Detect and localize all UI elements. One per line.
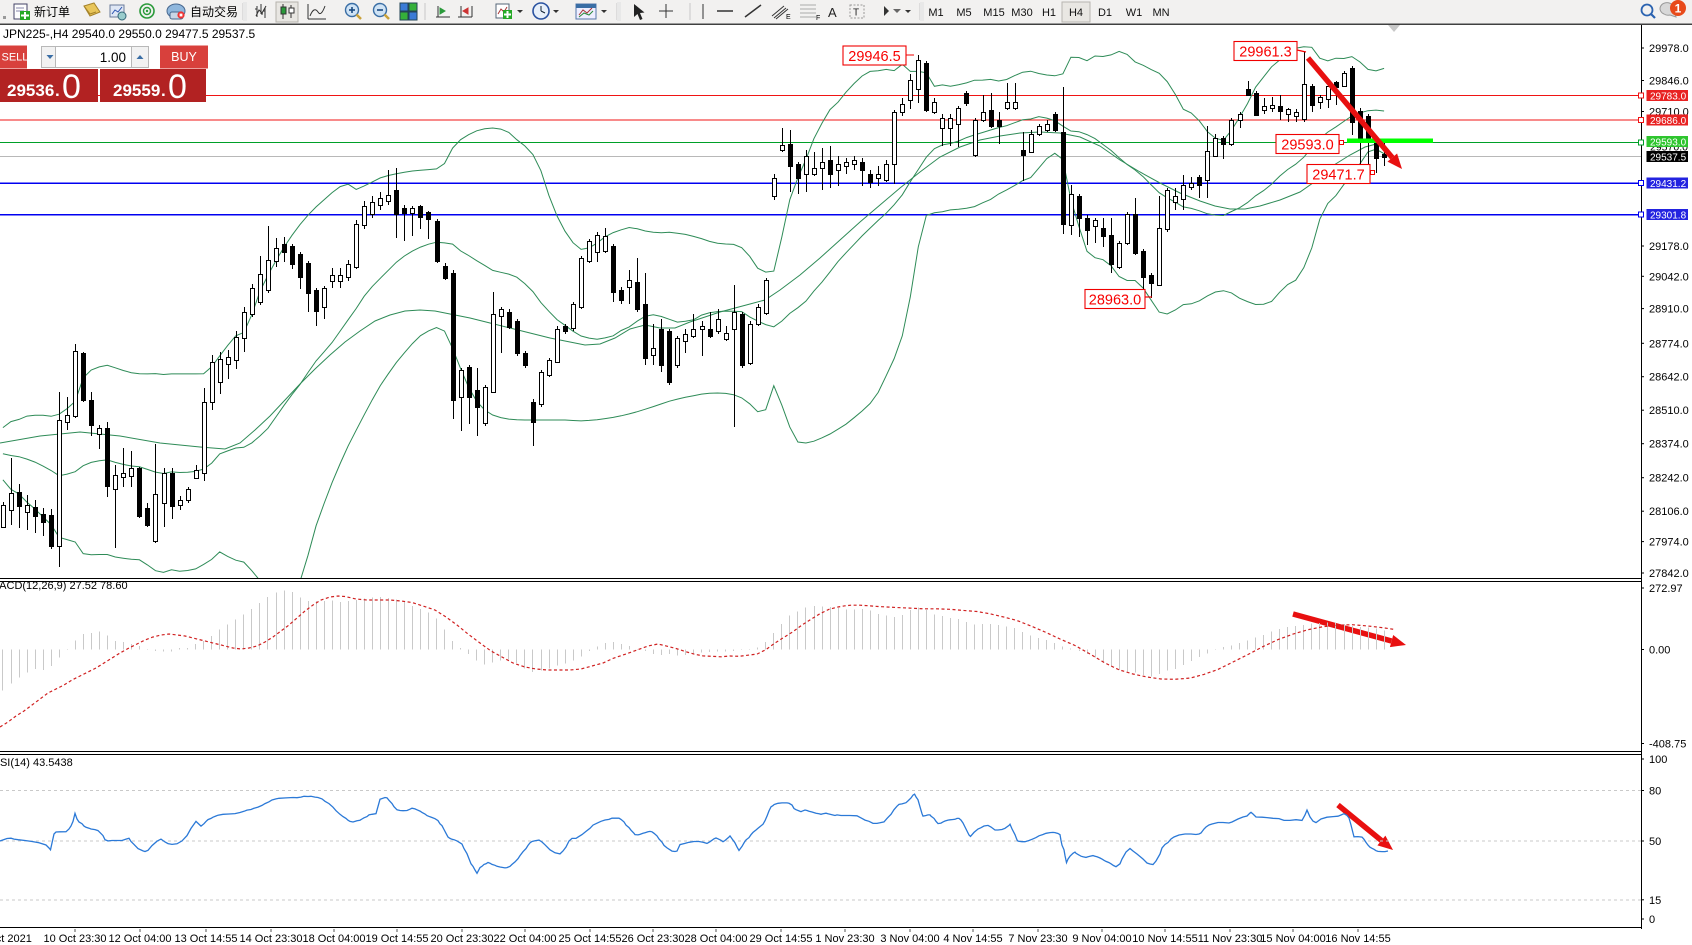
svg-text:100: 100 [1649, 754, 1667, 766]
svg-text:29946.5: 29946.5 [848, 49, 900, 65]
svg-text:29783.0: 29783.0 [1650, 91, 1687, 102]
svg-text:28910.0: 28910.0 [1649, 304, 1689, 316]
svg-text:29593.0: 29593.0 [1281, 138, 1333, 154]
svg-text:MACD(12,26,9) 27.52 78.60: MACD(12,26,9) 27.52 78.60 [0, 580, 128, 592]
svg-text:RSI(14) 43.5438: RSI(14) 43.5438 [0, 757, 73, 769]
svg-text:20 Oct 23:30: 20 Oct 23:30 [431, 933, 494, 945]
svg-text:16 Nov 14:55: 16 Nov 14:55 [1325, 933, 1390, 945]
svg-text:0: 0 [1649, 914, 1655, 926]
svg-text:28242.0: 28242.0 [1649, 473, 1689, 485]
svg-text:29846.0: 29846.0 [1649, 76, 1689, 88]
svg-text:0: 0 [168, 68, 187, 106]
svg-text:29 Oct 14:55: 29 Oct 14:55 [750, 933, 813, 945]
svg-text:MN: MN [1152, 7, 1169, 19]
svg-text:M5: M5 [956, 7, 971, 19]
svg-text:0.00: 0.00 [1649, 645, 1670, 657]
svg-text:29593.0: 29593.0 [1650, 137, 1687, 148]
svg-text:29431.2: 29431.2 [1650, 179, 1687, 190]
svg-text:28106.0: 28106.0 [1649, 506, 1689, 518]
svg-text:1: 1 [1675, 2, 1682, 16]
svg-text:BUY: BUY [171, 50, 197, 64]
svg-text:JPN225-,H4 29540.0 29550.0 29: JPN225-,H4 29540.0 29550.0 29477.5 29537… [3, 27, 256, 41]
svg-text:.: . [55, 81, 60, 100]
svg-text:29042.0: 29042.0 [1649, 271, 1689, 283]
svg-text:272.97: 272.97 [1649, 583, 1683, 595]
svg-text:H4: H4 [1069, 7, 1083, 19]
svg-text:28374.0: 28374.0 [1649, 439, 1689, 451]
svg-text:A: A [828, 5, 837, 20]
svg-text:SELL: SELL [2, 52, 29, 64]
svg-text:15 Nov 04:00: 15 Nov 04:00 [1260, 933, 1325, 945]
svg-text:H1: H1 [1042, 7, 1056, 19]
svg-text:28 Oct 04:00: 28 Oct 04:00 [685, 933, 748, 945]
svg-text:1 Oct 2021: 1 Oct 2021 [0, 933, 32, 945]
svg-text:W1: W1 [1126, 7, 1143, 19]
svg-text:13 Oct 14:55: 13 Oct 14:55 [175, 933, 238, 945]
svg-text:D1: D1 [1098, 7, 1112, 19]
svg-text:7 Nov 23:30: 7 Nov 23:30 [1008, 933, 1067, 945]
svg-text:M15: M15 [983, 7, 1004, 19]
svg-text:1.00: 1.00 [100, 50, 126, 65]
svg-text:28963.0: 28963.0 [1089, 293, 1141, 309]
svg-text:28642.0: 28642.0 [1649, 372, 1689, 384]
svg-text:29686.0: 29686.0 [1650, 116, 1687, 127]
svg-text:29978.0: 29978.0 [1649, 43, 1689, 55]
svg-text:80: 80 [1649, 786, 1661, 798]
svg-text:26 Oct 23:30: 26 Oct 23:30 [622, 933, 685, 945]
svg-text:M30: M30 [1011, 7, 1032, 19]
svg-text:22 Oct 04:00: 22 Oct 04:00 [494, 933, 557, 945]
svg-text:自动交易: 自动交易 [190, 4, 238, 19]
svg-text:12 Oct 04:00: 12 Oct 04:00 [109, 933, 172, 945]
svg-text:10 Nov 14:55: 10 Nov 14:55 [1132, 933, 1197, 945]
svg-text:29559: 29559 [113, 81, 160, 100]
svg-text:28774.0: 28774.0 [1649, 338, 1689, 350]
svg-text:9 Nov 04:00: 9 Nov 04:00 [1072, 933, 1131, 945]
svg-text:27842.0: 27842.0 [1649, 568, 1689, 580]
svg-text:3 Nov 04:00: 3 Nov 04:00 [880, 933, 939, 945]
svg-text:29537.5: 29537.5 [1650, 152, 1687, 163]
svg-text:27974.0: 27974.0 [1649, 537, 1689, 549]
svg-text:29961.3: 29961.3 [1239, 45, 1291, 61]
svg-text:-408.75: -408.75 [1649, 739, 1686, 751]
svg-text:1 Nov 23:30: 1 Nov 23:30 [815, 933, 874, 945]
svg-text:29536: 29536 [7, 81, 54, 100]
svg-text:11 Nov 23:30: 11 Nov 23:30 [1198, 933, 1263, 945]
svg-text:T: T [853, 8, 859, 19]
svg-text:14 Oct 23:30: 14 Oct 23:30 [240, 933, 303, 945]
svg-text:29178.0: 29178.0 [1649, 241, 1689, 253]
svg-text:29301.8: 29301.8 [1650, 210, 1687, 221]
svg-text:4 Nov 14:55: 4 Nov 14:55 [943, 933, 1002, 945]
svg-text:新订单: 新订单 [34, 4, 70, 19]
svg-text:15: 15 [1649, 895, 1661, 907]
svg-text:29471.7: 29471.7 [1312, 168, 1364, 184]
svg-text:E: E [786, 14, 791, 21]
svg-text:M1: M1 [928, 7, 943, 19]
svg-text:18 Oct 04:00: 18 Oct 04:00 [303, 933, 366, 945]
svg-text:19 Oct 14:55: 19 Oct 14:55 [366, 933, 429, 945]
svg-text:.: . [161, 81, 166, 100]
svg-text:F: F [816, 15, 820, 22]
svg-text:50: 50 [1649, 836, 1661, 848]
svg-text:25 Oct 14:55: 25 Oct 14:55 [559, 933, 622, 945]
svg-text:28510.0: 28510.0 [1649, 405, 1689, 417]
svg-text:0: 0 [62, 68, 81, 106]
svg-text:10 Oct 23:30: 10 Oct 23:30 [44, 933, 107, 945]
